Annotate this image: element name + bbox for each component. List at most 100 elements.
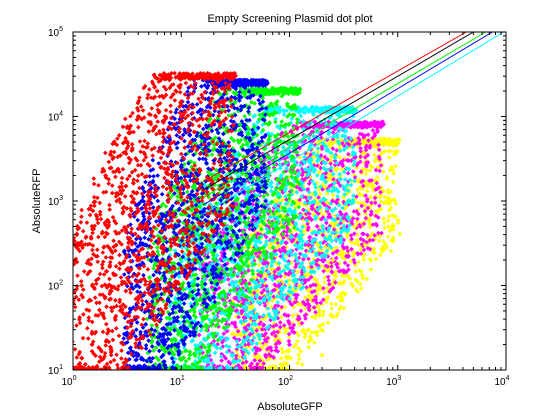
cloud-point <box>264 226 270 232</box>
cloud-point <box>252 192 258 197</box>
cloud-point <box>313 185 318 190</box>
cloud-point <box>345 273 351 279</box>
cloud-point <box>334 228 339 233</box>
cloud-point <box>281 149 286 154</box>
cloud-point <box>301 265 307 271</box>
cloud-point <box>276 271 281 277</box>
cloud-point <box>297 200 303 206</box>
cloud-point <box>352 121 358 127</box>
cloud-point <box>302 313 308 318</box>
cloud-point <box>273 198 278 204</box>
cloud-point <box>296 356 302 362</box>
cloud-point <box>362 208 368 214</box>
cloud-point <box>330 314 336 320</box>
cloud-point <box>284 296 290 301</box>
cloud-point <box>206 261 211 267</box>
cloud-point <box>373 136 379 142</box>
cloud-point <box>299 320 305 326</box>
cloud-point <box>255 268 261 274</box>
cloud-point <box>273 316 278 321</box>
cloud-point <box>283 186 289 192</box>
cloud-point <box>254 244 259 250</box>
cloud-point <box>330 108 335 114</box>
cloud-point <box>357 131 363 137</box>
cloud-point <box>311 150 316 156</box>
cloud-point <box>246 216 251 221</box>
cloud-point <box>275 132 281 137</box>
cloud-point <box>377 195 383 200</box>
cloud-point <box>262 277 268 282</box>
cloud-point <box>370 237 376 243</box>
cloud-point <box>242 191 248 196</box>
cloud-point <box>263 252 269 258</box>
cloud-point <box>257 333 263 338</box>
cloud-point <box>363 215 369 221</box>
cloud-point <box>168 195 173 201</box>
cloud-point <box>296 245 301 251</box>
cloud-point <box>294 312 300 317</box>
cloud-point <box>312 182 318 187</box>
cloud-point <box>192 306 197 311</box>
cloud-point <box>356 242 361 248</box>
cloud-point <box>219 319 225 324</box>
cloud-point <box>190 337 196 343</box>
cloud-point <box>269 255 274 261</box>
cloud-point <box>283 329 288 335</box>
cloud-point <box>255 119 260 125</box>
cloud-point <box>352 175 358 180</box>
cloud-point <box>367 246 373 252</box>
cloud-point <box>338 220 343 226</box>
cloud-point <box>287 285 293 290</box>
cloud-point <box>196 332 202 338</box>
cloud-point <box>368 258 374 264</box>
cloud-point <box>239 233 244 239</box>
cloud-point <box>381 169 386 174</box>
cloud-point <box>159 276 164 281</box>
cloud-point <box>299 194 304 199</box>
cloud-point <box>328 245 334 250</box>
cloud-point <box>153 334 158 340</box>
cloud-point <box>276 266 282 271</box>
cloud-point <box>390 235 396 240</box>
cloud-point <box>322 275 328 280</box>
cloud-point <box>384 245 390 250</box>
cloud-point <box>315 140 321 146</box>
cloud-point <box>354 209 359 214</box>
cloud-point <box>273 116 278 122</box>
cloud-point <box>246 281 252 286</box>
cloud-point <box>344 245 350 250</box>
cloud-point <box>364 143 369 149</box>
cloud-point <box>378 124 384 130</box>
cloud-point <box>307 195 312 201</box>
cloud-point <box>289 211 294 217</box>
cloud-point <box>340 183 346 189</box>
cloud-point <box>271 214 277 220</box>
cloud-point <box>347 177 353 183</box>
cloud-point <box>354 194 359 199</box>
cloud-point <box>284 182 290 188</box>
cloud-point <box>202 254 208 259</box>
cloud-point <box>311 249 316 255</box>
cloud-point <box>294 278 300 283</box>
cloud-point <box>282 304 288 310</box>
cloud-point <box>364 239 370 245</box>
cloud-point <box>229 279 235 285</box>
cloud-point <box>211 318 216 323</box>
cloud-point <box>300 224 306 230</box>
cloud-point <box>318 184 323 190</box>
cloud-point <box>305 301 311 307</box>
cloud-point <box>377 152 383 158</box>
cloud-point <box>204 249 210 255</box>
cloud-point <box>320 321 326 327</box>
cloud-point <box>311 169 317 174</box>
cloud-point <box>369 211 374 217</box>
cloud-point <box>216 244 222 249</box>
cloud-point <box>393 164 398 169</box>
cloud-point <box>279 176 284 182</box>
cloud-point <box>178 211 184 217</box>
cloud-point <box>338 237 343 243</box>
cloud-point <box>255 361 260 367</box>
cloud-point <box>342 177 348 182</box>
cloud-point <box>302 306 308 312</box>
cloud-point <box>338 183 343 189</box>
